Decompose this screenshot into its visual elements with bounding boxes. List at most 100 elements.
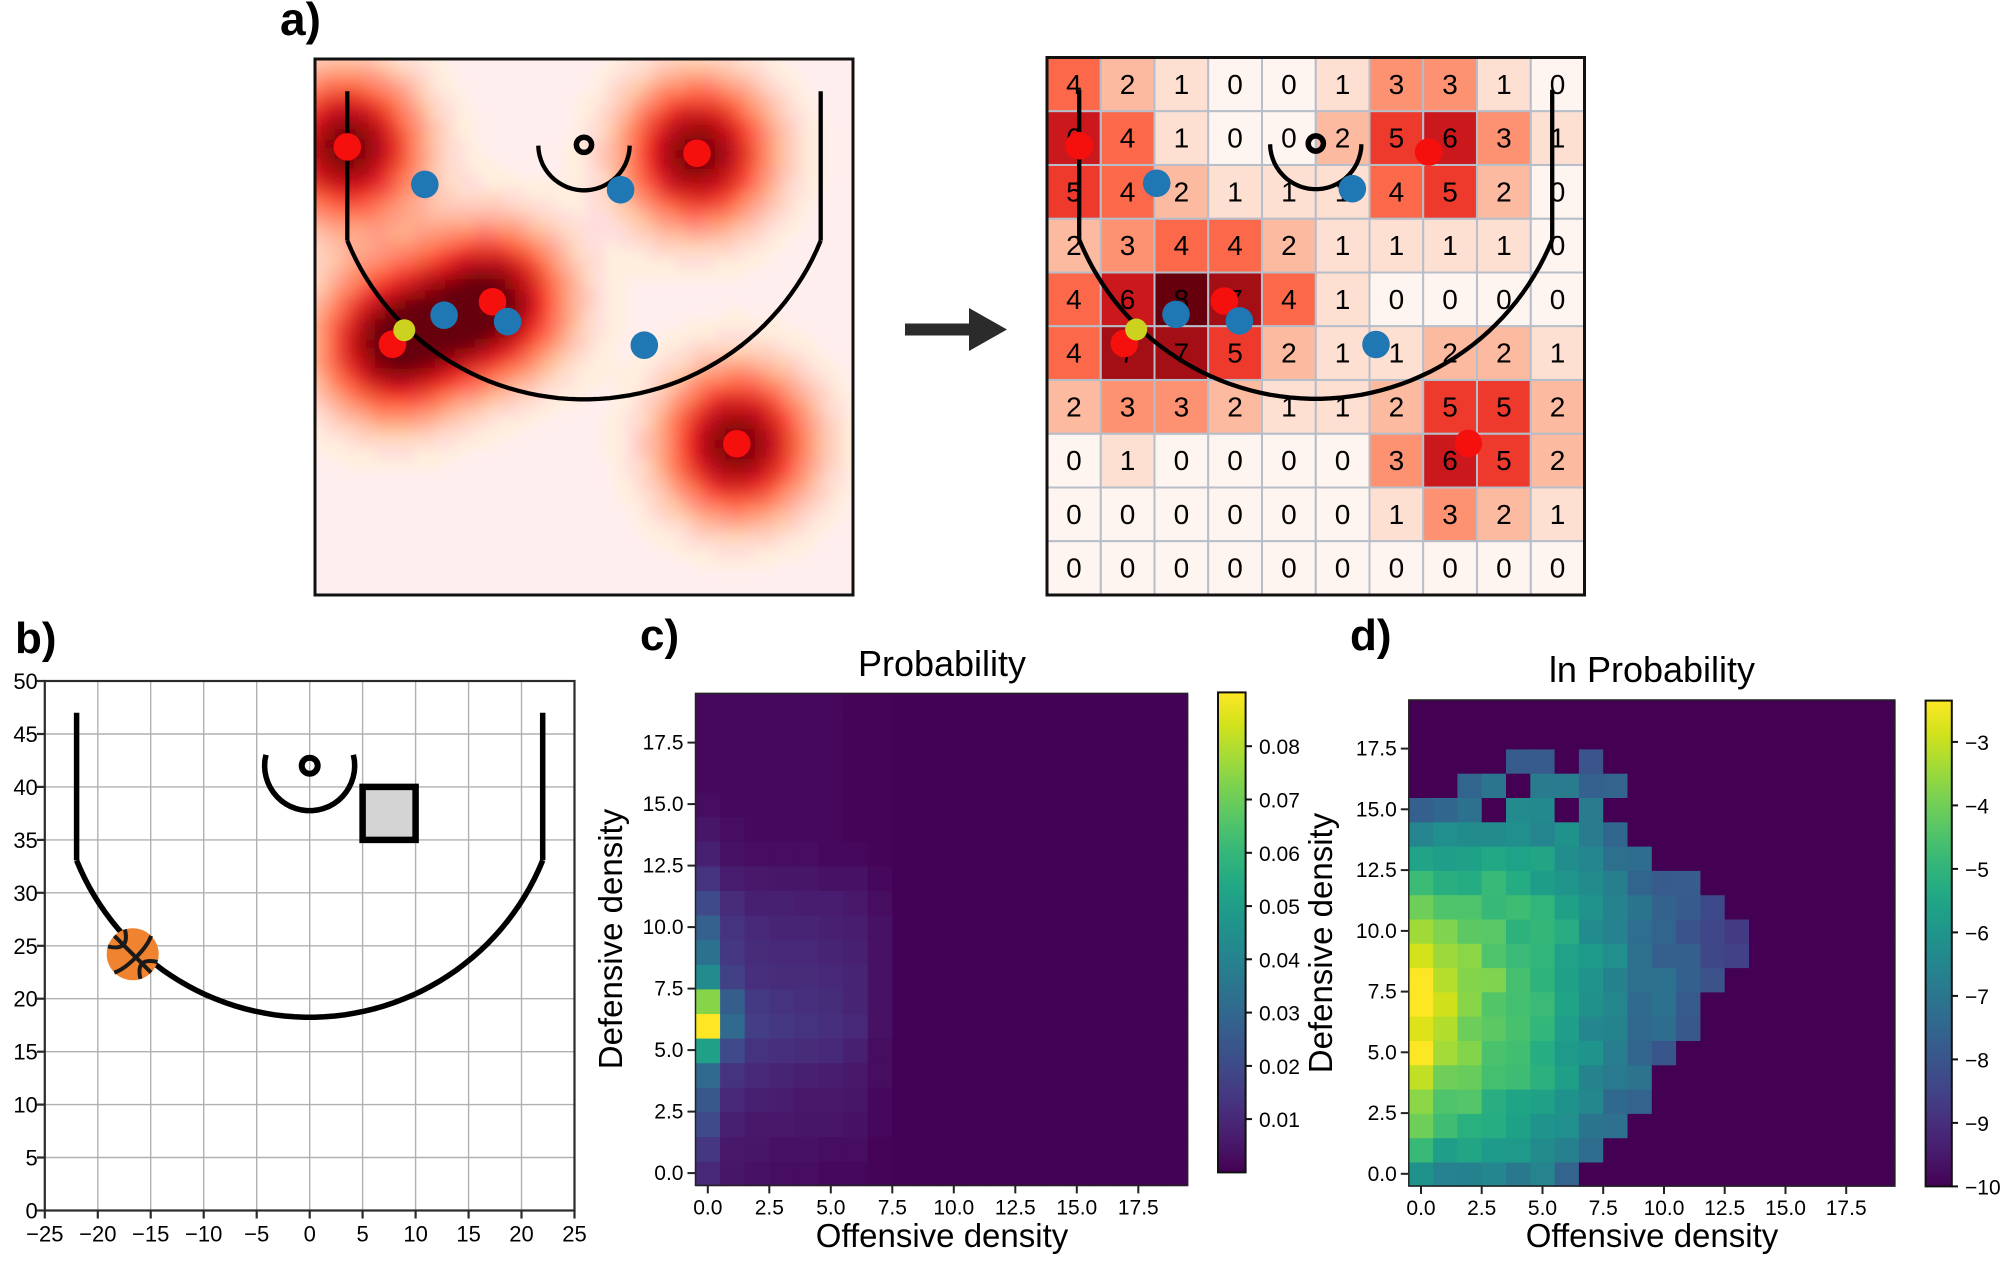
- svg-text:7.5: 7.5: [654, 978, 683, 1001]
- svg-text:5: 5: [1227, 338, 1243, 369]
- svg-text:7.5: 7.5: [878, 1196, 907, 1219]
- svg-text:6: 6: [1120, 284, 1136, 315]
- svg-text:4: 4: [1066, 284, 1082, 315]
- svg-text:4: 4: [1120, 176, 1136, 207]
- svg-text:6: 6: [1442, 445, 1458, 476]
- svg-text:15.0: 15.0: [1356, 798, 1397, 821]
- svg-text:1: 1: [1550, 499, 1566, 530]
- svg-text:4: 4: [1227, 230, 1243, 261]
- svg-text:0: 0: [1335, 499, 1351, 530]
- svg-text:0: 0: [26, 1199, 38, 1224]
- svg-text:1: 1: [1335, 230, 1351, 261]
- svg-text:2.5: 2.5: [755, 1196, 784, 1219]
- svg-text:2.5: 2.5: [654, 1101, 683, 1124]
- svg-text:0: 0: [1174, 499, 1190, 530]
- svg-text:12.5: 12.5: [995, 1196, 1036, 1219]
- svg-text:2: 2: [1281, 338, 1297, 369]
- svg-text:0: 0: [1066, 499, 1082, 530]
- svg-text:2: 2: [1496, 499, 1512, 530]
- svg-text:1: 1: [1442, 230, 1458, 261]
- svg-text:−10: −10: [1965, 1176, 2001, 1199]
- svg-text:Probability: Probability: [858, 643, 1026, 684]
- svg-text:4: 4: [1281, 284, 1297, 315]
- svg-text:1: 1: [1174, 123, 1190, 154]
- svg-text:1: 1: [1496, 69, 1512, 100]
- svg-text:0.01: 0.01: [1259, 1109, 1300, 1132]
- svg-text:0: 0: [1174, 445, 1190, 476]
- svg-text:2: 2: [1227, 391, 1243, 422]
- svg-text:0.02: 0.02: [1259, 1056, 1300, 1079]
- svg-text:0.05: 0.05: [1259, 896, 1300, 919]
- svg-text:0: 0: [1227, 445, 1243, 476]
- svg-text:ln Probability: ln Probability: [1549, 649, 1755, 690]
- svg-text:−25: −25: [26, 1222, 63, 1247]
- svg-text:−4: −4: [1965, 795, 1989, 818]
- svg-text:0: 0: [1066, 445, 1082, 476]
- svg-text:4: 4: [1066, 338, 1082, 369]
- svg-text:0.0: 0.0: [654, 1162, 683, 1185]
- svg-text:20: 20: [509, 1222, 533, 1247]
- svg-text:12.5: 12.5: [1356, 859, 1397, 882]
- svg-text:5.0: 5.0: [654, 1039, 683, 1062]
- svg-text:10: 10: [13, 1093, 37, 1118]
- svg-text:0: 0: [1442, 553, 1458, 584]
- svg-text:17.5: 17.5: [1118, 1196, 1159, 1219]
- svg-text:3: 3: [1442, 499, 1458, 530]
- svg-text:2: 2: [1281, 230, 1297, 261]
- svg-text:1: 1: [1550, 338, 1566, 369]
- svg-text:1: 1: [1335, 284, 1351, 315]
- svg-text:0: 0: [1496, 553, 1512, 584]
- svg-text:0: 0: [1066, 553, 1082, 584]
- svg-text:25: 25: [13, 934, 37, 959]
- svg-text:5: 5: [1389, 123, 1405, 154]
- svg-text:3: 3: [1389, 69, 1405, 100]
- svg-text:17.5: 17.5: [1826, 1197, 1867, 1220]
- svg-text:2.5: 2.5: [1467, 1197, 1496, 1220]
- svg-text:0: 0: [1281, 553, 1297, 584]
- svg-text:5: 5: [26, 1146, 38, 1171]
- svg-text:15: 15: [13, 1040, 37, 1065]
- svg-text:0.0: 0.0: [1406, 1197, 1435, 1220]
- svg-text:0: 0: [1389, 284, 1405, 315]
- svg-text:30: 30: [13, 881, 37, 906]
- svg-text:3: 3: [1120, 391, 1136, 422]
- svg-text:−3: −3: [1965, 732, 1989, 755]
- svg-text:10.0: 10.0: [1644, 1197, 1685, 1220]
- svg-text:−6: −6: [1965, 922, 1989, 945]
- svg-text:5.0: 5.0: [816, 1196, 845, 1219]
- svg-text:0: 0: [1550, 553, 1566, 584]
- svg-text:0.03: 0.03: [1259, 1003, 1300, 1026]
- svg-text:0: 0: [1496, 284, 1512, 315]
- svg-text:10.0: 10.0: [643, 916, 684, 939]
- svg-text:1: 1: [1389, 338, 1405, 369]
- svg-text:−15: −15: [132, 1222, 169, 1247]
- svg-text:2: 2: [1174, 176, 1190, 207]
- svg-text:4: 4: [1174, 230, 1190, 261]
- svg-text:1: 1: [1227, 176, 1243, 207]
- svg-text:0.07: 0.07: [1259, 790, 1300, 813]
- svg-text:1: 1: [1389, 230, 1405, 261]
- svg-text:1: 1: [1389, 499, 1405, 530]
- svg-text:2: 2: [1496, 176, 1512, 207]
- svg-text:3: 3: [1496, 123, 1512, 154]
- svg-text:0.06: 0.06: [1259, 843, 1300, 866]
- svg-text:2: 2: [1550, 391, 1566, 422]
- svg-text:0: 0: [1227, 123, 1243, 154]
- svg-text:0: 0: [1120, 553, 1136, 584]
- svg-text:17.5: 17.5: [1356, 738, 1397, 761]
- svg-text:−5: −5: [244, 1222, 269, 1247]
- svg-text:0: 0: [1174, 553, 1190, 584]
- svg-text:1: 1: [1120, 445, 1136, 476]
- svg-text:1: 1: [1335, 69, 1351, 100]
- svg-text:0: 0: [1550, 284, 1566, 315]
- svg-text:5: 5: [356, 1222, 368, 1247]
- svg-text:7.5: 7.5: [1368, 981, 1397, 1004]
- svg-text:3: 3: [1389, 445, 1405, 476]
- svg-text:d): d): [1350, 611, 1392, 660]
- svg-text:1: 1: [1174, 69, 1190, 100]
- svg-text:0: 0: [1281, 69, 1297, 100]
- svg-text:15.0: 15.0: [1765, 1197, 1806, 1220]
- svg-text:0: 0: [1442, 284, 1458, 315]
- svg-text:5: 5: [1496, 391, 1512, 422]
- svg-text:0.0: 0.0: [1368, 1163, 1397, 1186]
